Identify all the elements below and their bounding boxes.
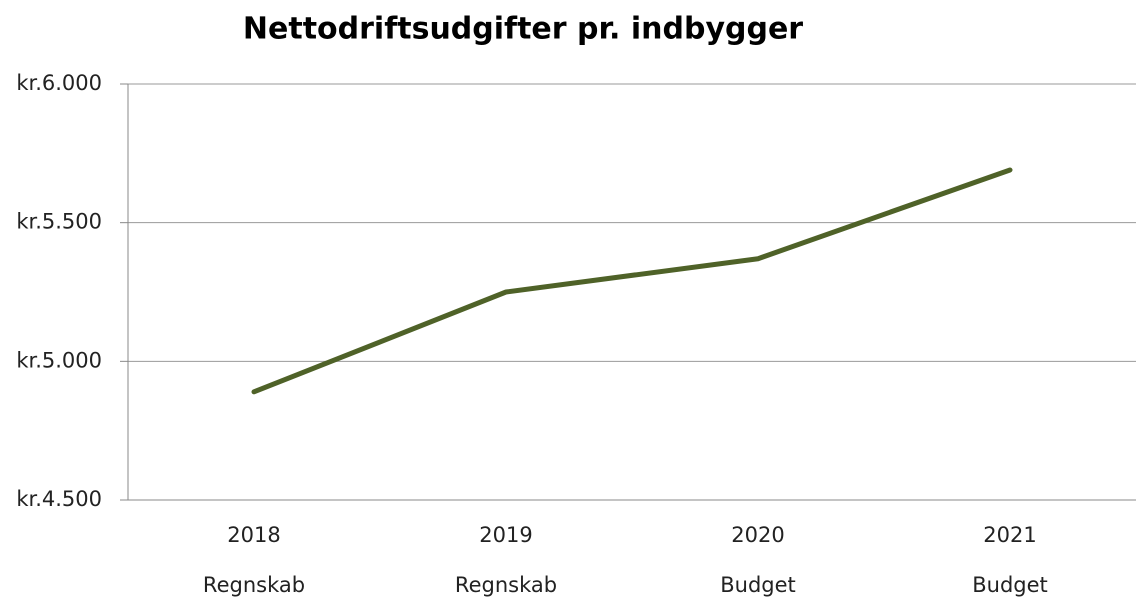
x-tick-label: 2019 (479, 523, 532, 547)
chart-title: Nettodriftsudgifter pr. indbygger (243, 12, 803, 47)
y-tick-label: kr.4.500 (16, 487, 102, 511)
x-tick-label: Budget (720, 573, 796, 597)
x-tick-label: Regnskab (455, 573, 557, 597)
x-tick-label: 2020 (731, 523, 784, 547)
x-tick-label: Regnskab (203, 573, 305, 597)
x-tick-label: 2018 (227, 523, 280, 547)
line (251, 167, 1013, 395)
y-tick-label: kr.6.000 (16, 71, 102, 95)
y-tick-label: kr.5.000 (16, 348, 102, 372)
x-tick-label: Budget (972, 573, 1048, 597)
x-tick-label: 2021 (983, 523, 1036, 547)
y-tick-label: kr.5.500 (16, 210, 102, 234)
